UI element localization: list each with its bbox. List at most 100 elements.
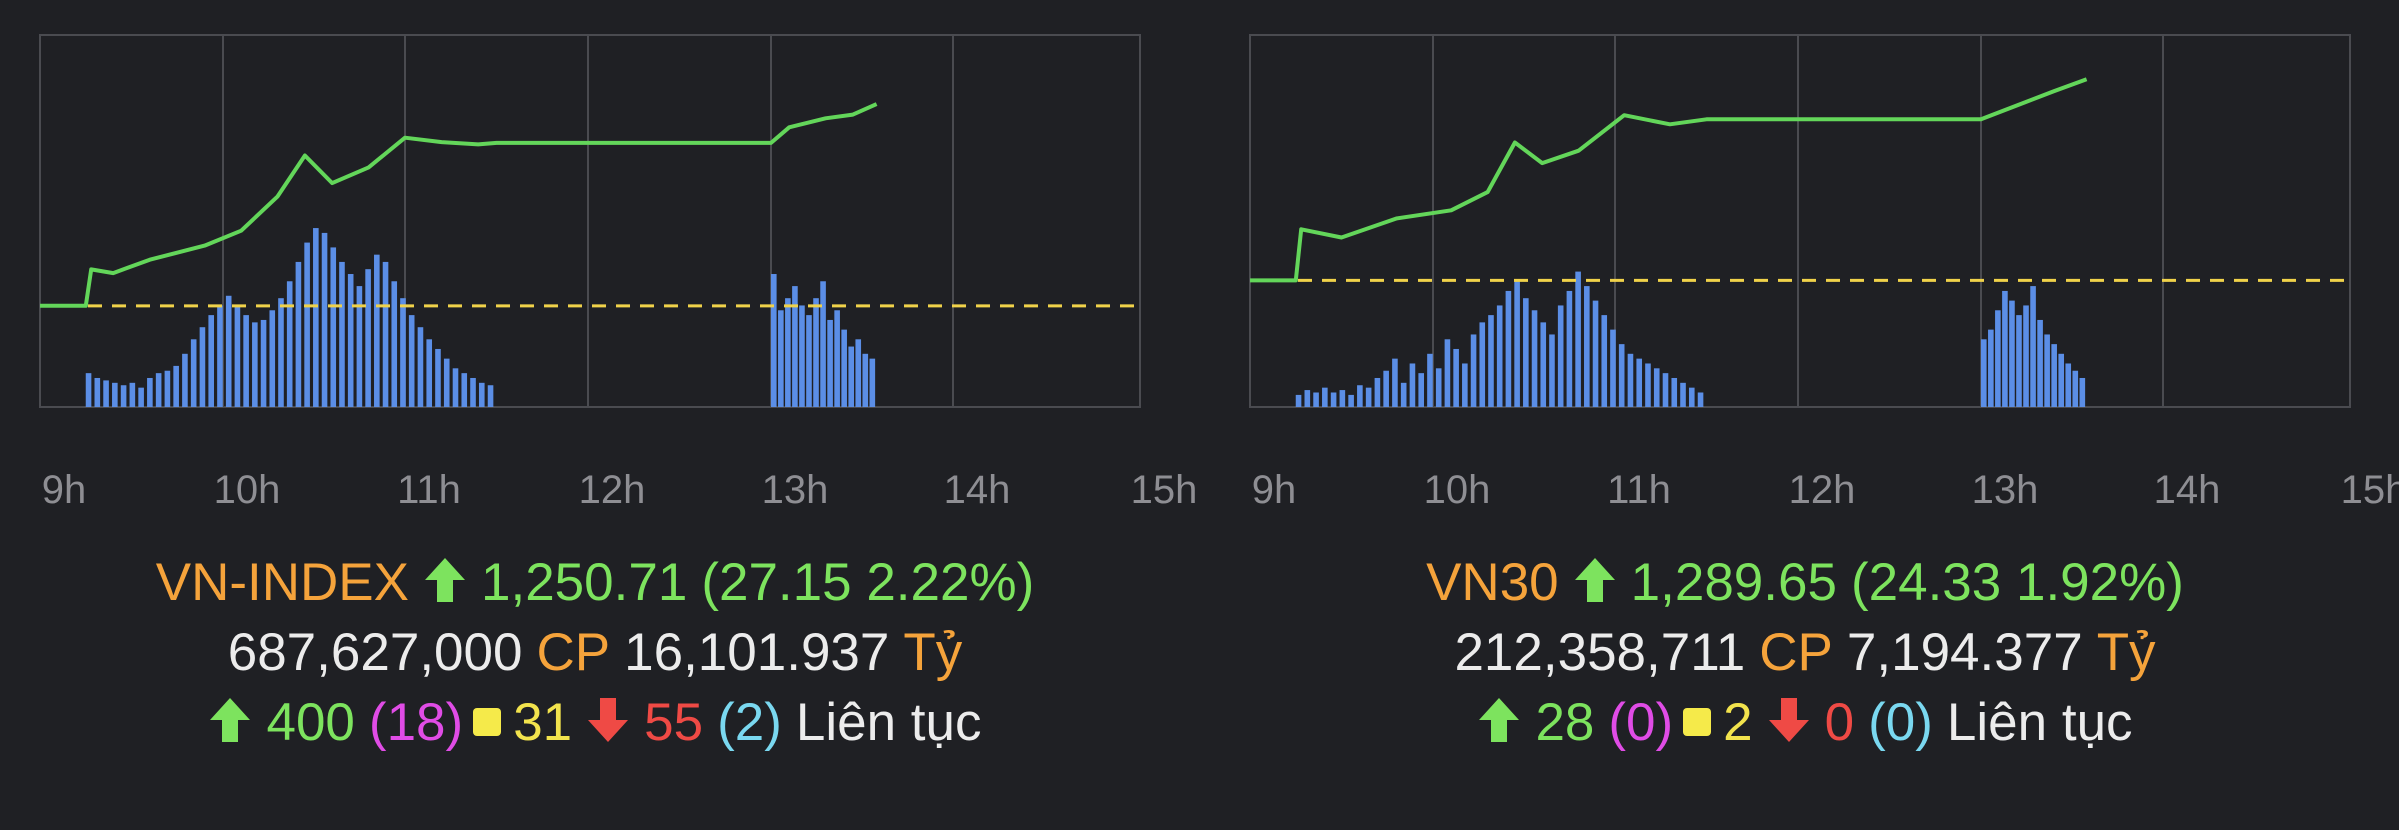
declines-count: 55 — [644, 693, 704, 752]
price-line — [40, 102, 878, 308]
volume-bar — [426, 339, 433, 407]
volume-bar — [234, 305, 241, 407]
vnindex-volume-line: 687,627,000 CP 16,101.937 Tỷ — [0, 622, 1190, 683]
volume-bar — [1636, 358, 1643, 407]
session-status: Liên tục — [795, 693, 982, 752]
volume-value: 687,627,000 — [227, 623, 523, 682]
volume-bar — [2072, 370, 2079, 407]
volume-bar — [1557, 305, 1564, 407]
volume-bar — [1357, 385, 1363, 407]
volume-value: 212,358,711 — [1454, 623, 1746, 682]
volume-bar — [1365, 387, 1372, 407]
volume-bar — [478, 382, 485, 407]
volume-bar — [2016, 315, 2022, 407]
volume-bar — [94, 377, 101, 407]
volume-bar — [806, 315, 812, 407]
arrow-up-icon — [423, 556, 467, 617]
turnover-value: 16,101.937 — [624, 623, 890, 682]
volume-bar — [778, 310, 784, 407]
volume-bar — [252, 322, 258, 407]
volume-bar — [365, 269, 371, 407]
advances-count: 400 — [266, 693, 355, 752]
index-name: VN30 — [1426, 553, 1559, 612]
volume-bar — [164, 370, 171, 407]
volume-bar — [120, 385, 127, 407]
vn30-x-axis: 9h 10h 11h 12h 13h 14h 15h — [1210, 468, 2399, 518]
volume-bar — [85, 373, 92, 407]
x-tick-label: 13h — [761, 468, 829, 512]
volume-bar — [487, 385, 494, 407]
volume-bar — [1470, 334, 1477, 407]
volume-bar — [1523, 298, 1529, 407]
volume-bar — [1409, 363, 1416, 407]
volume-bar — [1566, 290, 1573, 407]
volume-bar — [147, 377, 153, 407]
volume-bar — [2037, 319, 2043, 407]
volume-bar — [356, 286, 363, 407]
volume-bar — [862, 353, 869, 407]
x-tick-label: 9h — [41, 468, 87, 512]
volume-bar — [182, 353, 188, 407]
volume-bar — [2030, 286, 2036, 407]
volume-bar — [417, 327, 424, 407]
volume-bar — [173, 365, 179, 407]
volume-bar — [1313, 392, 1319, 407]
volume-bar — [1418, 373, 1424, 407]
volume-bar — [1453, 348, 1459, 407]
x-tick-label: 11h — [397, 468, 461, 512]
volume-bar — [1995, 310, 2001, 407]
volume-bar — [1330, 392, 1337, 407]
vnindex-breadth-line: 400 (18) 31 55 (2) Liên tục — [0, 692, 1190, 757]
arrow-up-icon — [208, 696, 252, 757]
x-tick-label: 11h — [1607, 468, 1671, 512]
volume-bar — [1304, 390, 1311, 407]
volume-bar — [1688, 387, 1695, 407]
volume-bar — [1505, 290, 1512, 407]
volume-bar — [295, 261, 302, 407]
volume-bar — [461, 373, 468, 407]
volume-bar — [1981, 339, 1987, 407]
volume-bar — [278, 298, 284, 407]
volume-bar — [374, 254, 380, 407]
index-value: 1,250.71 — [481, 553, 688, 612]
x-tick-label: 12h — [578, 468, 646, 512]
vnindex-x-axis: 9h 10h 11h 12h 13h 14h 15h — [0, 468, 1198, 518]
vnindex-chart — [39, 34, 1141, 408]
turnover-value: 7,194.377 — [1846, 623, 2083, 682]
volume-bar — [452, 368, 459, 407]
volume-bar — [190, 339, 197, 407]
volume-bar — [217, 305, 223, 407]
volume-bar — [1392, 358, 1398, 407]
volume-bar — [2044, 334, 2050, 407]
volume-bar — [1610, 329, 1616, 407]
volume-bar — [1680, 382, 1686, 407]
vnindex-panel: 9h 10h 11h 12h 13h 14h 15h VN-INDEX 1,250.71 (27… — [0, 0, 1198, 830]
turnover-unit: Tỷ — [903, 623, 963, 682]
x-tick-label: 14h — [2153, 468, 2221, 512]
x-tick-label: 14h — [943, 468, 1011, 512]
volume-bar — [799, 305, 805, 407]
volume-bar — [2009, 300, 2015, 407]
price-line — [1250, 77, 2088, 283]
ceiling-count: (18) — [368, 693, 464, 752]
volume-bar — [286, 281, 293, 407]
plot-frame — [1249, 34, 2351, 408]
turnover-unit: Tỷ — [2096, 623, 2156, 682]
volume-bar — [347, 274, 354, 407]
volume-bar — [1645, 363, 1651, 407]
vn30-panel: 9h 10h 11h 12h 13h 14h 15h VN30 1,289.65 (24.33 … — [1210, 0, 2399, 830]
volume-bar — [2002, 290, 2008, 407]
x-tick-label: 15h — [2340, 468, 2399, 512]
index-change: (24.33 1.92%) — [1850, 553, 2184, 612]
volume-bar — [138, 387, 144, 407]
advances-count: 28 — [1535, 693, 1595, 752]
volume-bar — [834, 310, 840, 407]
session-status: Liên tục — [1946, 693, 2133, 752]
volume-bar — [1383, 370, 1389, 407]
volume-bar — [841, 329, 847, 407]
unchanged-count: 31 — [513, 693, 573, 752]
volume-unit: CP — [536, 623, 611, 682]
volume-bar — [771, 274, 777, 407]
arrow-up-icon — [1573, 556, 1617, 617]
volume-bar — [1479, 322, 1486, 407]
